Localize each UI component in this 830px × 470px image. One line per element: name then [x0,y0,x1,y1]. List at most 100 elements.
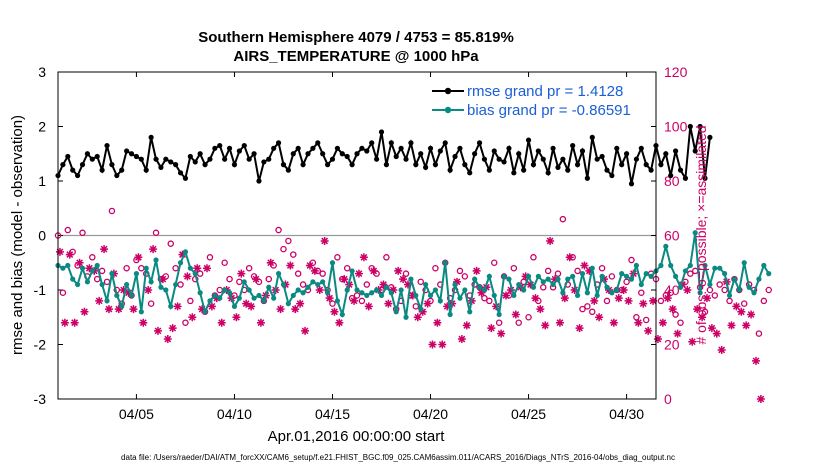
possible-obs-point [540,284,547,291]
assimilated-obs-point [60,318,69,327]
possible-obs-point [544,267,552,275]
bias-point [197,290,203,296]
assimilated-obs-point [683,286,692,294]
assimilated-obs-point [663,294,672,303]
bias-point [579,271,586,277]
rmse-point [521,167,527,173]
assimilated-obs-point [256,318,265,327]
possible-obs-point [358,297,366,305]
bias-point [315,281,321,288]
possible-obs-point [554,270,562,277]
assimilated-obs-point [305,261,314,270]
rmse-point [207,156,213,162]
bias-point [187,265,193,271]
assimilated-obs-point [575,324,584,333]
legend-box [428,79,648,123]
possible-obs-point [687,270,694,277]
bias-point [673,273,679,279]
assimilated-obs-point [144,286,153,294]
bias-point [364,292,370,299]
bias-point [751,290,757,296]
rmse-point [462,162,468,168]
possible-obs-point [456,267,464,275]
assimilated-obs-point [350,296,359,305]
rmse-point [163,156,169,162]
rmse-point [231,162,238,168]
assimilated-obs-point [644,326,653,335]
rmse-point [168,159,174,165]
possible-obs-point [59,289,67,296]
bias-point [403,314,409,320]
bias-point [124,281,130,288]
possible-obs-point [417,278,424,286]
assimilated-obs-point [531,294,540,303]
assimilated-obs-point [315,286,324,294]
rmse-point [677,167,684,173]
bias-point [736,287,742,293]
rmse-point [114,172,120,179]
possible-obs-point [187,297,194,305]
bias-point [202,309,208,315]
possible-obs-point [402,270,410,277]
rmse-point [261,159,267,165]
rmse-point [467,170,473,176]
bias-point [163,287,169,293]
bias-point [295,287,301,293]
assimilated-obs-point [438,340,447,349]
rmse-point [246,156,252,162]
possible-obs-point [152,229,160,237]
rmse-point [623,151,630,157]
bias-point [516,281,522,288]
bias-point [687,262,693,269]
y-right-tick-label: 120 [664,64,688,80]
assimilated-obs-point [193,264,202,273]
rmse-point [560,156,566,162]
rmse-point [663,151,669,157]
rmse-point [187,153,193,160]
assimilated-obs-point [443,302,452,311]
assimilated-obs-point [521,272,530,281]
bias-point [246,287,252,293]
assimilated-obs-point [129,305,138,314]
x-tick-label: 04/30 [609,406,644,422]
assimilated-obs-point [379,280,388,289]
bias-point [398,287,404,293]
rmse-point [119,167,125,173]
rmse-point [614,145,620,151]
rmse-point [673,148,679,154]
possible-obs-point [574,267,581,275]
bias-point [344,287,350,293]
assimilated-obs-point [658,318,667,327]
assimilated-obs-point [70,318,79,327]
bias-point [158,284,164,290]
rmse-point [506,145,512,151]
possible-obs-point [716,281,723,288]
bias-point [623,273,630,279]
bias-point [574,292,581,299]
bias-point [378,292,385,299]
possible-obs-point [79,229,86,237]
y-axis-right-label: # of obs: o=possible; ×=assimilated [693,125,709,344]
assimilated-obs-point [168,324,177,333]
assimilated-obs-point [212,294,221,303]
possible-obs-point [167,240,174,247]
assimilated-obs-point [183,272,192,281]
possible-obs-point [290,251,297,258]
assimilated-obs-point [330,307,339,316]
rmse-point [133,153,140,160]
rmse-point [584,175,590,181]
rmse-point [574,162,581,168]
assimilated-obs-point [688,337,697,346]
assimilated-obs-point [403,280,412,289]
bias-point [761,262,767,269]
possible-obs-point [638,289,645,296]
assimilated-obs-point [65,250,74,259]
rmse-point [545,170,551,176]
rmse-point [604,167,610,173]
x-axis-label: Apr.01,2016 00:00:00 start [268,428,446,445]
legend-bias-label: bias grand pr = -0.86591 [467,102,631,119]
assimilated-obs-point [428,340,437,349]
possible-obs-point [515,319,523,326]
bias-point [722,271,728,277]
